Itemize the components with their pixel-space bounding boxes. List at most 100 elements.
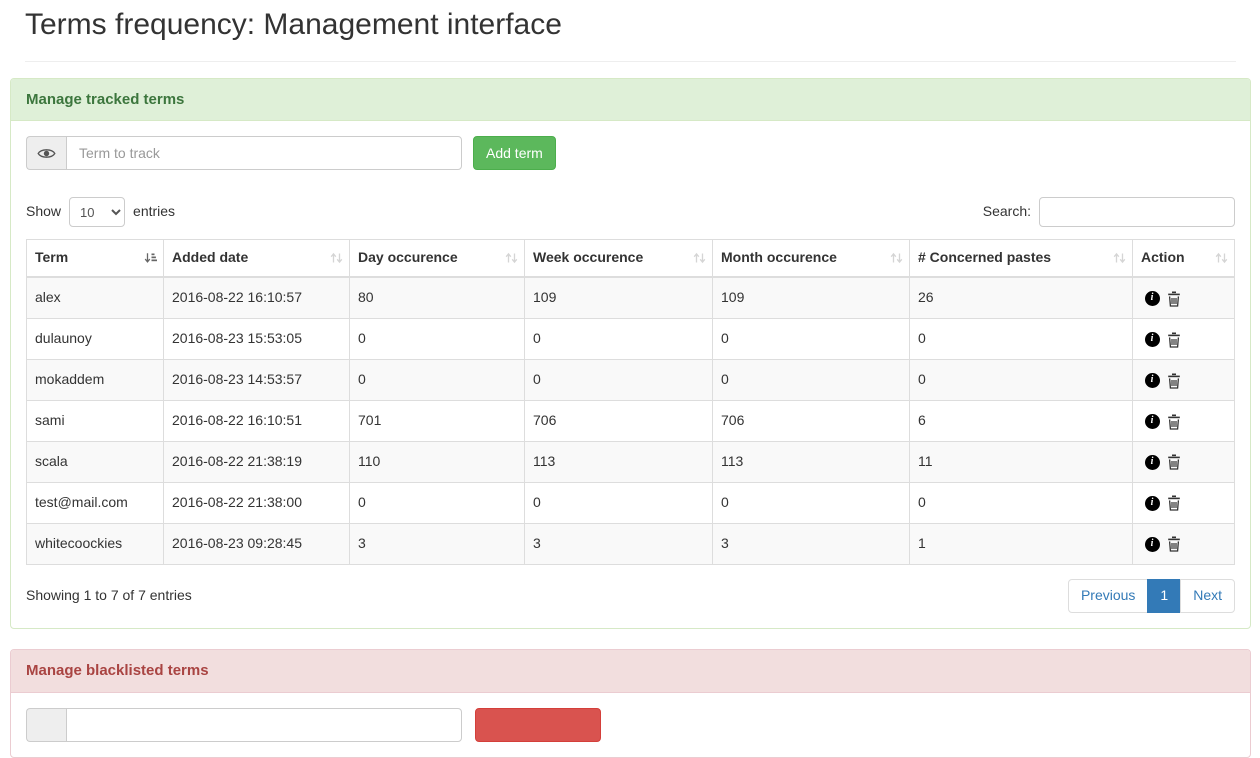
cell-concerned-pastes: 6	[909, 400, 1133, 443]
add-term-button[interactable]: Add term	[473, 136, 556, 171]
cell-week-occurence: 706	[524, 400, 713, 443]
cell-day-occurence: 3	[349, 523, 525, 566]
table-info-text: Showing 1 to 7 of 7 entries	[26, 587, 192, 604]
blacklist-add-button[interactable]	[475, 707, 601, 742]
trash-icon-glyph	[1168, 414, 1180, 430]
add-term-row: Add term	[26, 136, 1235, 171]
table-row: dulaunoy 2016-08-23 15:53:05 0 0 0 0 i	[26, 318, 1235, 361]
cell-concerned-pastes: 0	[909, 482, 1133, 525]
search-control: Search:	[983, 197, 1235, 228]
cell-added-date: 2016-08-23 15:53:05	[163, 318, 350, 361]
cell-term: scala	[26, 441, 164, 484]
column-header-label: Added date	[172, 249, 249, 266]
term-input-group	[26, 136, 462, 171]
column-header-label: Term	[35, 249, 69, 266]
pagination: Previous 1 Next	[1067, 579, 1235, 614]
cell-day-occurence: 701	[349, 400, 525, 443]
column-header-added-date[interactable]: Added date	[163, 239, 350, 279]
cell-action: i	[1132, 318, 1235, 361]
column-header-action[interactable]: Action	[1132, 239, 1235, 279]
trash-icon[interactable]	[1163, 332, 1185, 348]
column-header-month-occurence[interactable]: Month occurence	[712, 239, 910, 279]
trash-icon[interactable]	[1163, 414, 1185, 430]
show-label: Show	[26, 203, 62, 220]
info-icon[interactable]: i	[1141, 373, 1163, 389]
cell-concerned-pastes: 0	[909, 318, 1133, 361]
blacklisted-terms-panel-heading: Manage blacklisted terms	[11, 650, 1250, 693]
term-to-track-input[interactable]	[66, 136, 462, 171]
cell-day-occurence: 0	[349, 318, 525, 361]
column-header-label: Week occurence	[533, 249, 644, 266]
table-row: sami 2016-08-22 16:10:51 701 706 706 6 i	[26, 400, 1235, 443]
info-icon[interactable]: i	[1141, 332, 1163, 348]
page-length-control: Show 10 entries	[26, 197, 176, 228]
column-header-term[interactable]: Term	[26, 239, 164, 279]
cell-month-occurence: 0	[712, 359, 910, 402]
sort-both-icon	[693, 253, 706, 264]
trash-icon[interactable]	[1163, 495, 1185, 512]
tracked-terms-table: Term Added date Day occurence Week occurenc…	[26, 239, 1235, 566]
cell-concerned-pastes: 0	[909, 359, 1133, 402]
cell-week-occurence: 3	[524, 523, 713, 566]
trash-icon[interactable]	[1163, 454, 1185, 471]
eye-icon	[26, 136, 66, 171]
column-header-label: # Concerned pastes	[918, 249, 1052, 266]
blacklist-term-input[interactable]	[66, 707, 462, 742]
cell-month-occurence: 3	[712, 523, 910, 566]
column-header-label: Month occurence	[721, 249, 837, 266]
cell-week-occurence: 0	[524, 318, 713, 361]
cell-week-occurence: 113	[524, 441, 713, 484]
page-length-select[interactable]: 10	[69, 197, 126, 228]
trash-icon[interactable]	[1163, 291, 1185, 307]
trash-icon-glyph	[1168, 373, 1180, 389]
datatable-footer: Showing 1 to 7 of 7 entries Previous 1 N…	[26, 579, 1235, 614]
trash-icon-glyph	[1168, 495, 1180, 512]
trash-icon-glyph	[1168, 454, 1180, 471]
info-icon[interactable]: i	[1141, 495, 1163, 511]
sort-both-icon	[890, 253, 903, 264]
info-icon[interactable]: i	[1141, 454, 1163, 470]
info-icon[interactable]: i	[1141, 536, 1163, 552]
table-body: alex 2016-08-22 16:10:57 80 109 109 26 i dulaun…	[26, 276, 1235, 566]
datatable-controls: Show 10 entries Search:	[26, 197, 1235, 228]
pagination-next[interactable]: Next	[1180, 579, 1235, 614]
info-icon[interactable]: i	[1141, 291, 1163, 307]
info-icon[interactable]: i	[1141, 414, 1163, 429]
table-row: whitecoockies 2016-08-23 09:28:45 3 3 3 1 i	[26, 523, 1235, 566]
column-header--concerned-pastes[interactable]: # Concerned pastes	[909, 239, 1133, 279]
cell-term: sami	[26, 400, 164, 443]
cell-term: dulaunoy	[26, 318, 164, 361]
cell-added-date: 2016-08-22 16:10:51	[163, 400, 350, 443]
cell-action: i	[1132, 482, 1235, 525]
blacklisted-terms-panel: Manage blacklisted terms	[10, 649, 1251, 758]
cell-action: i	[1132, 359, 1235, 402]
pagination-page-1[interactable]: 1	[1147, 579, 1182, 614]
cell-term: whitecoockies	[26, 523, 164, 566]
table-row: mokaddem 2016-08-23 14:53:57 0 0 0 0 i	[26, 359, 1235, 402]
cell-week-occurence: 0	[524, 482, 713, 525]
cell-term: alex	[26, 276, 164, 320]
trash-icon[interactable]	[1163, 536, 1185, 553]
info-icon-glyph: i	[1144, 536, 1160, 552]
page-title: Terms frequency: Management interface	[25, 8, 562, 41]
entries-label: entries	[133, 203, 176, 220]
trash-icon[interactable]	[1163, 373, 1185, 389]
cell-week-occurence: 109	[524, 276, 713, 320]
sort-both-icon	[330, 253, 343, 264]
sort-asc-icon	[144, 253, 157, 264]
column-header-day-occurence[interactable]: Day occurence	[349, 239, 525, 279]
pagination-previous[interactable]: Previous	[1067, 579, 1149, 614]
sort-both-icon	[505, 253, 518, 264]
info-icon-glyph: i	[1144, 495, 1160, 511]
cell-added-date: 2016-08-22 21:38:19	[163, 441, 350, 484]
cell-day-occurence: 110	[349, 441, 525, 484]
cell-week-occurence: 0	[524, 359, 713, 402]
cell-month-occurence: 706	[712, 400, 910, 443]
table-row: scala 2016-08-22 21:38:19 110 113 113 11 i	[26, 441, 1235, 484]
search-input[interactable]	[1039, 197, 1235, 228]
column-header-week-occurence[interactable]: Week occurence	[524, 239, 713, 279]
cell-action: i	[1132, 400, 1235, 443]
info-icon-glyph: i	[1144, 373, 1160, 389]
cell-added-date: 2016-08-22 21:38:00	[163, 482, 350, 525]
